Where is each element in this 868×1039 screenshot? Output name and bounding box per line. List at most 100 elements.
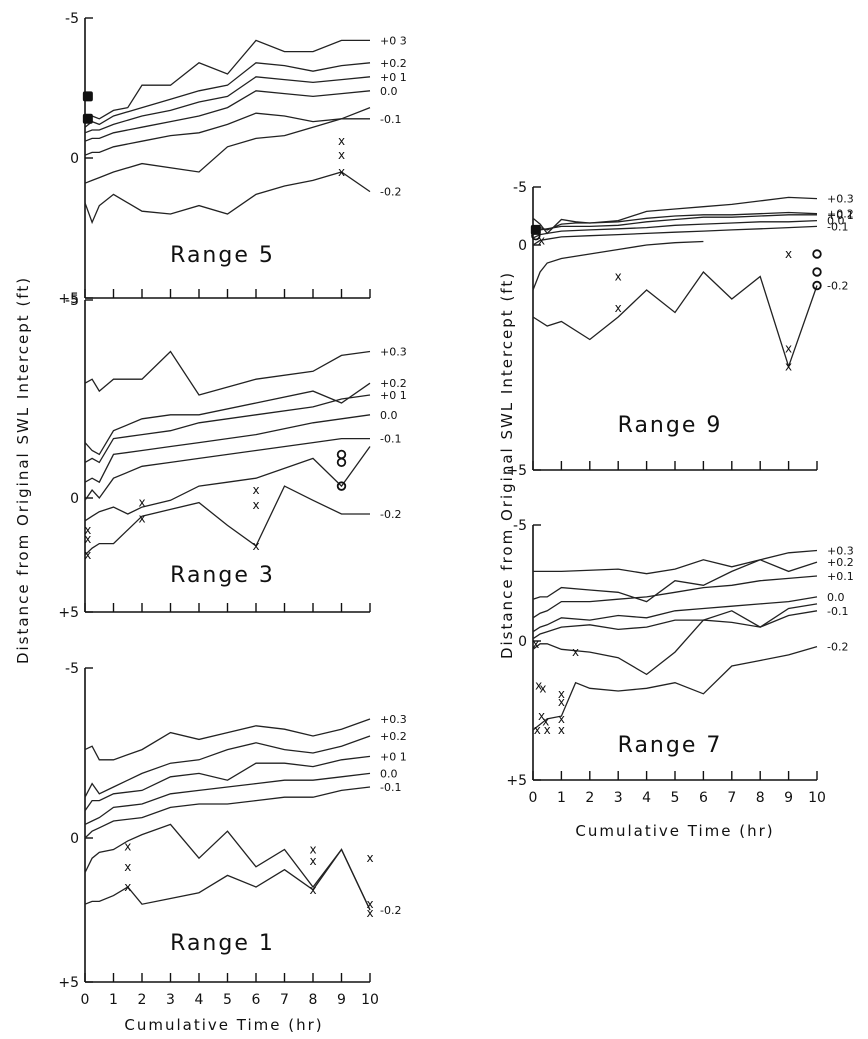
range-9-series-line-6 [532,271,818,369]
range-9-circle-mark [531,231,541,241]
range-3-title: Range 3 [170,563,275,588]
range-1-y-tick-label: 0 [70,831,79,847]
range-9-x-mark: x [538,233,545,247]
range-5-series-line-0 [84,39,370,123]
range-7-x-tick-label: 0 [529,790,538,806]
range-3-circle-mark [336,481,347,491]
range-9-y-tick-label: +5 [506,463,527,479]
range-7-x-mark: x [558,687,565,701]
range-1-x-mark: x [366,897,373,911]
range-5-series-line-3 [84,90,371,142]
range-3-x-mark: x [252,539,259,553]
range-7-series-line-6 [532,645,818,731]
range-7-series-line-4 [532,610,818,640]
range-1-x-tick-label: 7 [280,992,289,1008]
range-7-x-mark: x [558,695,565,709]
range-5-series-label: -0.1 [380,113,401,126]
range-7-x-tick-label: 6 [699,790,708,806]
range-7-x-tick-label: 5 [671,790,680,806]
range-7-series-label: -0.1 [827,605,848,618]
range-1-x-tick-label: 6 [252,992,261,1008]
range-5-series-line-5 [84,106,371,184]
range-7-x-tick-label: 8 [756,790,765,806]
range-1-x-tick-label: 1 [109,992,118,1008]
range-7-x-mark: x [538,709,545,723]
range-7-series-line-5 [532,603,818,676]
range-1-series-line-6 [84,848,371,911]
range-9-y-tick-label: 0 [518,238,527,254]
range-1-series-line-5 [84,823,371,911]
range-9-series-label: -0.2 [827,280,848,293]
range-1-x-mark: x [366,851,373,865]
range-5-square-mark [82,113,93,124]
range-1-x-tick-label: 5 [223,992,232,1008]
range-7-series-line-1 [532,559,818,603]
range-5-x-mark: x [338,148,345,162]
range-3-series-label: -0.1 [380,433,401,446]
range-1-series-line-1 [84,735,371,798]
range-7-y-tick-label: 0 [518,634,527,650]
range-5-series-label: +0 1 [380,71,407,84]
right-x-axis-title: Cumulative Time (hr) [575,822,774,840]
range-3-series-line-0 [84,350,371,396]
range-9-title: Range 9 [618,413,723,438]
range-1-series-line-2 [84,755,371,812]
range-7-x-mark: x [572,645,579,659]
range-7-x-tick-label: 10 [808,790,826,806]
range-3-circle-mark [336,457,347,468]
range-7-x-tick-label: 1 [557,790,566,806]
range-1-x-tick-label: 3 [166,992,175,1008]
range-3-series-label: -0.2 [380,508,401,521]
range-5-series-label: +0 3 [380,34,407,47]
range-1-x-mark: x [366,906,373,920]
range-7-x-mark: x [532,637,539,651]
range-7-x-tick-label: 7 [727,790,736,806]
range-1-y-tick-label: -5 [65,661,79,677]
range-9-x-mark: x [785,360,792,374]
range-7-x-mark: x [542,715,549,729]
range-9-series-label: +0.3 [827,193,854,206]
range-3-series-label: +0 1 [380,389,407,402]
range-1-x-tick-label: 8 [309,992,318,1008]
range-9-x-mark: x [785,247,792,261]
range-7-series-line-3 [532,596,818,633]
range-5-title: Range 5 [170,243,275,268]
range-5-square-mark [82,91,93,102]
range-5-y-tick-label: +5 [58,291,79,307]
range-3-series-line-2 [84,394,371,464]
range-1-x-mark: x [124,840,131,854]
range-7-series-label: +0.2 [827,556,854,569]
range-7-x-mark: x [544,723,551,737]
range-3-series-label: +0.3 [380,345,407,358]
range-9-series-line-5 [532,240,704,291]
range-3-series-line-5 [84,446,371,522]
range-3-series-label: +0.2 [380,377,407,390]
range-7-x-tick-label: 3 [614,790,623,806]
range-9-series-label: 0.0 [827,215,845,228]
range-3-y-tick-label: 0 [70,491,79,507]
range-1-title: Range 1 [170,931,275,956]
range-9-series-line-2 [532,214,817,234]
range-5-series-label: +0.2 [380,57,407,70]
range-3-series-line-3 [84,414,371,484]
range-5-series-label: 0.0 [380,85,398,98]
range-1-x-tick-label: 0 [81,992,90,1008]
range-7-y-tick-label: +5 [506,773,527,789]
range-3-panel: -50+5+0.3+0.2+0 10.0-0.1-0.2xxxxxxxxRang… [58,293,406,621]
range-3-series-line-6 [84,485,370,556]
range-7-series-label: 0.0 [827,591,845,604]
range-1-panel: -50+50 1 2 3 4 5 6 7 8 9 10+0.3+0.2+0 10.0-0.1-0.2… [58,661,406,1008]
range-9-x-mark: x [615,270,622,284]
range-5-series-line-6 [84,171,371,225]
range-5-series-line-2 [84,76,371,134]
range-3-circle-mark [336,449,347,460]
range-7-x-tick-label: 2 [585,790,594,806]
range-1-series-line-4 [84,786,371,839]
range-9-series-label: +0.2 [827,208,854,221]
range-9-circle-mark [812,249,822,259]
range-7-x-mark: x [558,723,565,737]
range-9-circle-mark [812,267,822,277]
range-7-x-tick-label: 4 [642,790,651,806]
